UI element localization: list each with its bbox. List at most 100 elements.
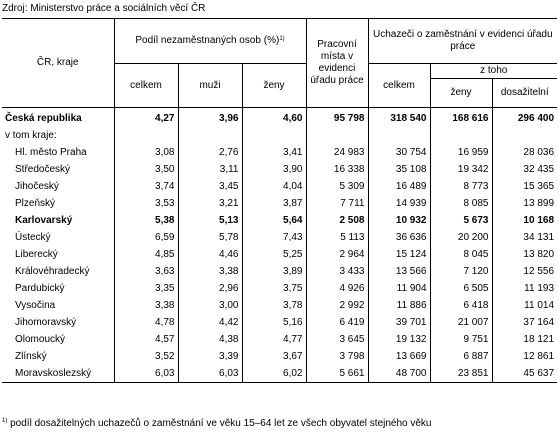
region-applicants-adults: 11 193	[491, 280, 558, 297]
region-share-women: 3,87	[241, 195, 306, 212]
applicants-adults-header: dosažitelní	[491, 78, 558, 108]
sublabel: v tom kraje:	[5, 129, 57, 141]
region-applicants: 13 669	[367, 348, 430, 365]
region-applicants-women: 6 887	[429, 348, 492, 365]
region-share-women: 3,78	[241, 297, 306, 314]
region-share-men: 3,38	[177, 263, 242, 280]
region-row: Jihomoravský 4,78 4,42 5,16 6 419 39 701 21 00…	[2, 314, 558, 331]
country-share-total: 4,27	[113, 107, 178, 127]
region-vacancies: 4 926	[305, 280, 368, 297]
region-applicants-women: 21 007	[429, 314, 492, 331]
region-vacancies: 2 992	[305, 297, 368, 314]
region-share-women: 4,04	[241, 178, 306, 195]
region-share-men: 4,38	[177, 331, 242, 348]
region-share-men: 5,13	[177, 212, 242, 229]
region-applicants-women: 19 342	[429, 161, 492, 178]
region-share-men: 4,46	[177, 246, 242, 263]
region-applicants: 35 108	[367, 161, 430, 178]
applicants-group-header: Uchazeči o zaměstnání v evidenci úřadu p…	[367, 18, 558, 64]
region-applicants: 39 701	[367, 314, 430, 331]
region-applicants: 48 700	[367, 365, 430, 383]
region-name: Jihočeský	[15, 181, 59, 192]
region-name: Pardubický	[15, 283, 65, 294]
region-share-men: 3,45	[177, 178, 242, 195]
region-share-men: 2,76	[177, 144, 242, 161]
region-applicants: 30 754	[367, 144, 430, 161]
country-applicants: 318 540	[367, 107, 430, 127]
country-applicants-women: 168 616	[429, 107, 492, 127]
region-applicants-women: 20 200	[429, 229, 492, 246]
region-share-men: 4,42	[177, 314, 242, 331]
region-applicants: 19 132	[367, 331, 430, 348]
region-name: Liberecký	[15, 249, 58, 260]
share-men-header: muži	[177, 63, 242, 108]
region-name: Královéhradecký	[15, 266, 90, 277]
region-vacancies: 7 711	[305, 195, 368, 212]
region-share-women: 3,75	[241, 280, 306, 297]
region-applicants-adults: 11 014	[491, 297, 558, 314]
region-share-total: 4,57	[113, 331, 178, 348]
footnote-mark: 1)	[2, 418, 8, 424]
region-name: Plzeňský	[15, 198, 56, 209]
region-vacancies: 2 964	[305, 246, 368, 263]
region-applicants: 10 932	[367, 212, 430, 229]
region-applicants-adults: 12 556	[491, 263, 558, 280]
region-share-women: 7,43	[241, 229, 306, 246]
region-row: Hl. město Praha 3,08 2,76 3,41 24 983 30 754 1…	[2, 144, 558, 161]
region-row: Karlovarský 5,38 5,13 5,64 2 508 10 932 5 673 1…	[2, 212, 558, 229]
region-name: Zlínský	[15, 351, 47, 362]
region-name: Vysočina	[15, 300, 56, 311]
region-applicants-women: 16 959	[429, 144, 492, 161]
country-applicants-adults: 296 400	[491, 107, 558, 127]
sublabel-row: v tom kraje:	[2, 127, 558, 144]
region-applicants: 13 566	[367, 263, 430, 280]
region-row: Středočeský 3,50 3,11 3,90 16 338 35 108 19 34…	[2, 161, 558, 178]
region-column-header: ČR, kraje	[2, 18, 114, 108]
region-applicants-women: 5 673	[429, 212, 492, 229]
region-applicants-women: 6 505	[429, 280, 492, 297]
region-share-total: 3,74	[113, 178, 178, 195]
unemployment-table: ČR, kraje Podíl nezaměstnaných osob (%)1…	[2, 18, 558, 383]
country-share-women: 4,60	[241, 107, 306, 127]
region-share-men: 6,03	[177, 365, 242, 383]
share-women-header: ženy	[241, 63, 306, 108]
region-row: Pardubický 3,35 2,96 3,75 4 926 11 904 6 505 11…	[2, 280, 558, 297]
region-applicants-adults: 45 637	[491, 365, 558, 383]
region-row: Moravskoslezský 6,03 6,03 6,02 5 661 48 700 23…	[2, 365, 558, 383]
region-row: Liberecký 4,85 4,46 5,25 2 964 15 124 8 045 13 …	[2, 246, 558, 263]
region-share-men: 2,96	[177, 280, 242, 297]
region-row: Ústecký 6,59 5,78 7,43 5 113 36 636 20 200 34 1…	[2, 229, 558, 246]
share-group-header: Podíl nezaměstnaných osob (%)1)	[113, 18, 306, 64]
region-applicants: 11 904	[367, 280, 430, 297]
country-row: Česká republika 4,27 3,96 4,60 95 798 31…	[2, 107, 558, 127]
region-name: Karlovarský	[15, 215, 73, 226]
region-share-men: 3,39	[177, 348, 242, 365]
share-total-header: celkem	[113, 63, 178, 108]
region-applicants-adults: 13 899	[491, 195, 558, 212]
region-row: Jihočeský 3,74 3,45 4,04 5 309 16 489 8 773 15 …	[2, 178, 558, 195]
region-name: Jihomoravský	[15, 317, 77, 328]
region-share-men: 3,11	[177, 161, 242, 178]
region-vacancies: 24 983	[305, 144, 368, 161]
region-share-women: 5,16	[241, 314, 306, 331]
footnote-text: podíl dosažitelných uchazečů o zaměstnán…	[10, 418, 432, 429]
region-applicants-adults: 15 365	[491, 178, 558, 195]
region-applicants: 36 636	[367, 229, 430, 246]
applicants-total-header: celkem	[367, 63, 430, 108]
region-row: Zlínský 3,52 3,39 3,67 3 798 13 669 6 887 12 86…	[2, 348, 558, 365]
region-vacancies: 16 338	[305, 161, 368, 178]
region-applicants-women: 8 773	[429, 178, 492, 195]
region-share-total: 6,59	[113, 229, 178, 246]
region-share-total: 3,50	[113, 161, 178, 178]
region-applicants-adults: 12 861	[491, 348, 558, 365]
region-vacancies: 5 113	[305, 229, 368, 246]
region-vacancies: 5 309	[305, 178, 368, 195]
region-row: Plzeňský 3,53 3,21 3,87 7 711 14 939 8 085 13 8…	[2, 195, 558, 212]
region-vacancies: 2 508	[305, 212, 368, 229]
region-share-total: 3,35	[113, 280, 178, 297]
region-name: Středočeský	[15, 164, 71, 175]
region-row: Královéhradecký 3,63 3,38 3,89 3 433 13 566 7 …	[2, 263, 558, 280]
country-name: Česká republika	[5, 113, 82, 124]
vacancies-header: Pracovní místa v evidenci úřadu práce	[305, 18, 368, 108]
applicants-women-header: ženy	[429, 78, 492, 108]
